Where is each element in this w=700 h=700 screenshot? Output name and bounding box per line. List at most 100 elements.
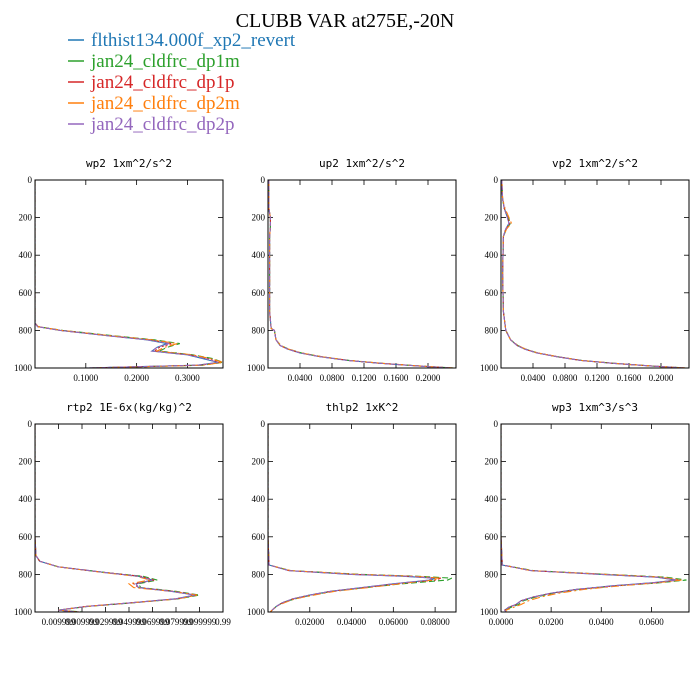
series-line (501, 180, 686, 368)
x-tick-label: 0.0200 (539, 617, 564, 627)
panel-title: rtp2 1E-6x(kg/kg)^2 (66, 401, 192, 414)
x-tick-label: 0.0800 (320, 373, 345, 383)
x-tick-label: 0.2000 (416, 373, 441, 383)
y-tick-label: 200 (19, 213, 33, 223)
y-tick-label: 0 (261, 175, 266, 185)
panels: wp2 1xm^2/s^2 0 200 400 600 800 1000 0.1000 0.20… (14, 157, 690, 627)
series-line (501, 180, 686, 368)
x-tick-label: 0.0800 (553, 373, 578, 383)
y-tick-label: 600 (485, 532, 499, 542)
y-tick-label: 1000 (14, 607, 33, 617)
x-tick-label: 0.02000 (295, 617, 325, 627)
x-tick-label: 0.1200 (585, 373, 610, 383)
x-tick-label: 0.99 (215, 617, 231, 627)
series-line (268, 180, 454, 368)
y-tick-label: 200 (485, 213, 499, 223)
legend-entry: jan24_cldfrc_dp2m (90, 93, 240, 114)
x-tick-label: 0.08000 (420, 617, 450, 627)
panel-title: up2 1xm^2/s^2 (319, 157, 405, 170)
x-tick-label: 0.099999 (183, 617, 217, 627)
legend: flthist134.000f_xp2_revertjan24_cldfrc_d… (68, 30, 296, 135)
series-line (35, 424, 200, 612)
y-tick-label: 0 (261, 419, 266, 429)
chart-panel: up2 1xm^2/s^2 0 200 400 600 800 1000 0.0400 0.08… (247, 157, 457, 383)
series-line (35, 180, 219, 368)
y-tick-label: 1000 (247, 363, 266, 373)
x-tick-label: 0.049999 (112, 617, 146, 627)
y-tick-label: 1000 (480, 363, 499, 373)
y-tick-label: 400 (19, 250, 33, 260)
y-tick-label: 600 (252, 532, 266, 542)
plot-frame (267, 423, 457, 613)
x-tick-label: 0.0400 (288, 373, 313, 383)
x-tick-label: 0.04000 (337, 617, 367, 627)
legend-entry: jan24_cldfrc_dp1p (90, 72, 235, 93)
chart-panel: wp2 1xm^2/s^2 0 200 400 600 800 1000 0.1000 0.20… (14, 157, 224, 383)
y-tick-label: 800 (19, 325, 33, 335)
y-tick-label: 800 (485, 325, 499, 335)
panel-title: wp3 1xm^3/s^3 (552, 401, 638, 414)
y-tick-label: 0 (28, 175, 33, 185)
y-tick-label: 200 (19, 457, 33, 467)
plot-frame (34, 423, 224, 613)
series-line (35, 180, 223, 368)
plot-frame (34, 179, 224, 369)
series-line (501, 424, 682, 612)
legend-entry: jan24_cldfrc_dp2p (90, 114, 235, 135)
y-tick-label: 800 (19, 569, 33, 579)
y-tick-label: 400 (252, 250, 266, 260)
y-tick-label: 200 (252, 213, 266, 223)
y-tick-label: 0 (28, 419, 33, 429)
x-tick-label: 0.1200 (352, 373, 377, 383)
legend-entry: flthist134.000f_xp2_revert (91, 30, 296, 51)
x-tick-label: 0.079999 (159, 617, 193, 627)
y-tick-label: 400 (485, 494, 499, 504)
y-tick-label: 0 (494, 175, 499, 185)
y-tick-label: 600 (485, 288, 499, 298)
series-line (501, 424, 677, 612)
x-tick-label: 0.029999 (89, 617, 123, 627)
y-tick-label: 800 (252, 569, 266, 579)
chart-panel: rtp2 1E-6x(kg/kg)^2 0 200 400 600 800 1000 0.00… (14, 401, 231, 627)
series-line (35, 424, 195, 612)
legend-entry: jan24_cldfrc_dp1m (90, 51, 240, 72)
x-tick-label: 0.0400 (521, 373, 546, 383)
x-tick-label: 0.1000 (73, 373, 98, 383)
x-tick-label: 0.3000 (175, 373, 200, 383)
chart-panel: vp2 1xm^2/s^2 0 200 400 600 800 1000 0.0400 0.08… (480, 157, 690, 383)
x-tick-label: 0.1600 (617, 373, 642, 383)
x-tick-label: 0.1600 (384, 373, 409, 383)
y-tick-label: 1000 (14, 363, 33, 373)
x-tick-label: 0.009999 (42, 617, 76, 627)
x-tick-label: 0.0400 (589, 617, 614, 627)
y-tick-label: 1000 (247, 607, 266, 617)
x-tick-label: 0.2000 (649, 373, 674, 383)
y-tick-label: 400 (252, 494, 266, 504)
series-line (268, 424, 440, 612)
y-tick-label: 600 (19, 532, 33, 542)
y-tick-label: 1000 (480, 607, 499, 617)
y-tick-label: 600 (252, 288, 266, 298)
y-tick-label: 200 (485, 457, 499, 467)
x-tick-label: 0.0000 (489, 617, 514, 627)
x-tick-label: 0.069999 (136, 617, 170, 627)
y-tick-label: 800 (485, 569, 499, 579)
x-tick-label: 0.2000 (124, 373, 149, 383)
y-tick-label: 600 (19, 288, 33, 298)
plot-frame (500, 179, 690, 369)
x-tick-label: 0.06000 (379, 617, 409, 627)
series-line (268, 180, 453, 368)
plot-frame (500, 423, 690, 613)
panel-title: wp2 1xm^2/s^2 (86, 157, 172, 170)
y-tick-label: 400 (485, 250, 499, 260)
figure-title: CLUBB VAR at275E,-20N (236, 10, 455, 32)
x-tick-label: 0.0600 (639, 617, 664, 627)
plot-frame (267, 179, 457, 369)
y-tick-label: 0 (494, 419, 499, 429)
chart-panel: thlp2 1xK^2 0 200 400 600 800 1000 0.02000 0.040… (247, 401, 457, 627)
x-tick-label: 0.009999 (65, 617, 99, 627)
panel-title: thlp2 1xK^2 (326, 401, 399, 414)
y-tick-label: 800 (252, 325, 266, 335)
